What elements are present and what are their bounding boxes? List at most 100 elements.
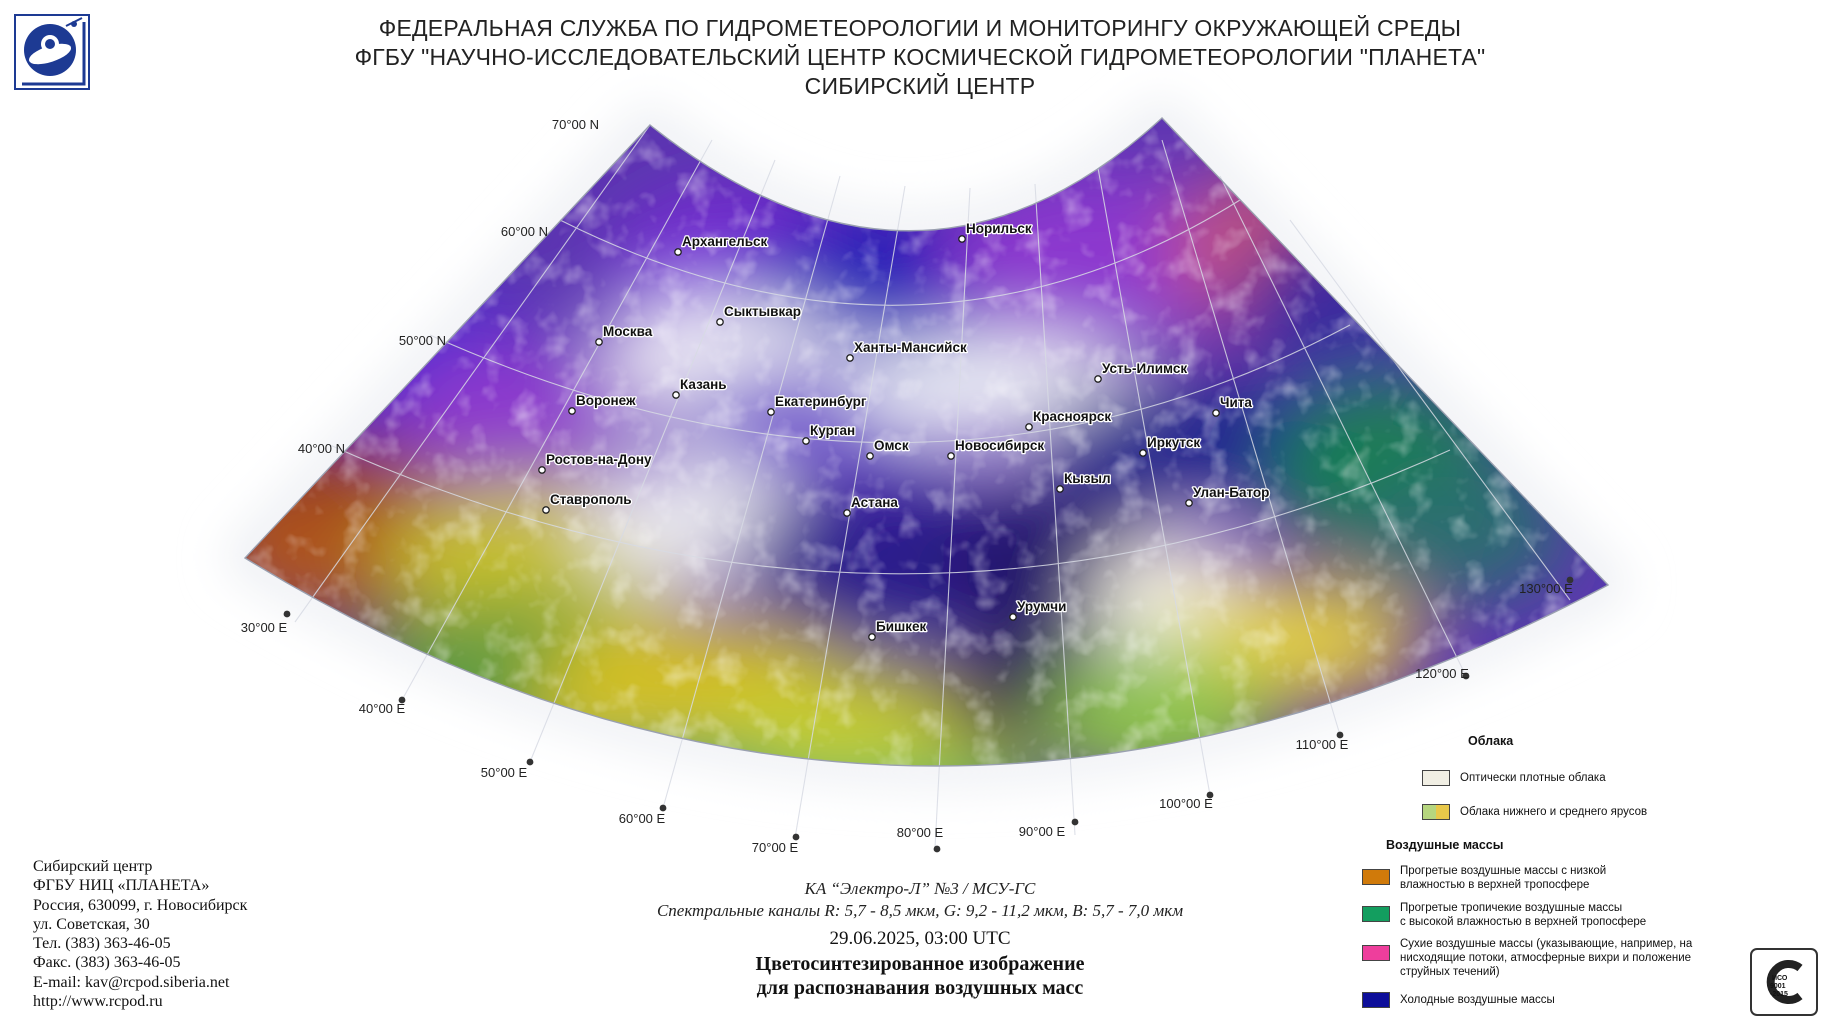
longitude-tick-dot [1071, 818, 1079, 826]
city-dot [1056, 485, 1064, 493]
city-dot [716, 318, 724, 326]
longitude-label: 130°00 E [1519, 581, 1573, 596]
city-dot [868, 633, 876, 641]
city-marker: Ставрополь [542, 491, 633, 514]
city-label: Усть-Илимск [1102, 361, 1187, 376]
legend-label: Оптически плотные облака [1460, 772, 1606, 784]
header-line-1: ФЕДЕРАЛЬНАЯ СЛУЖБА ПО ГИДРОМЕТЕОРОЛОГИИ … [378, 15, 1462, 41]
city-marker: Норильск [958, 220, 1033, 243]
city-marker: Улан-Батор [1185, 484, 1271, 507]
longitude-label: 60°00 E [619, 811, 666, 826]
longitude-tick: 70°00 E [752, 833, 800, 855]
legend-item-dry: Сухие воздушные массы (указывающие, напр… [1362, 937, 1692, 979]
longitude-tick-dot [283, 610, 291, 618]
city-dot [1212, 409, 1220, 417]
longitude-tick: 50°00 E [481, 758, 534, 780]
longitude-label: 50°00 E [481, 765, 528, 780]
city-marker: Курган [802, 422, 856, 445]
swatch-right [1436, 805, 1449, 819]
longitude-tick: 110°00 E [1296, 731, 1349, 752]
latitude-label: 70°00 N [552, 117, 599, 132]
latitude-label: 60°00 N [501, 224, 548, 239]
city-marker: Омск [866, 437, 910, 460]
longitude-label: 90°00 E [1019, 824, 1066, 839]
longitude-label: 70°00 E [752, 840, 799, 855]
city-label: Бишкек [876, 619, 927, 634]
longitude-tick: 30°00 E [241, 610, 291, 635]
longitude-tick: 80°00 E [897, 825, 944, 853]
longitude-tick: 90°00 E [1019, 818, 1079, 839]
contact-line: Россия, 630099, г. Новосибирск [33, 896, 248, 914]
longitude-label: 40°00 E [359, 701, 406, 716]
city-dot [947, 452, 955, 460]
graticule [294, 124, 1571, 849]
legend-label-line: Прогретые тропичекие воздушные массы [1400, 902, 1623, 914]
contact-fax: Факс. (383) 363-46-05 [33, 954, 181, 972]
city-label: Воронеж [576, 393, 636, 408]
city-dot [538, 466, 546, 474]
header-line-2: ФГБУ "НАУЧНО-ИССЛЕДОВАТЕЛЬСКИЙ ЦЕНТР КОС… [354, 44, 1486, 70]
legend-label-line: Сухие воздушные массы (указывающие, напр… [1400, 938, 1693, 950]
longitude-tick: 120°00 E [1415, 666, 1470, 681]
longitude-label: 110°00 E [1296, 737, 1349, 752]
city-marker: Архангельск [674, 233, 769, 256]
contact-phone: Тел. (383) 363-46-05 [33, 935, 171, 953]
longitude-tick: 130°00 E [1519, 576, 1574, 596]
city-label: Курган [810, 423, 855, 438]
city-label: Красноярск [1033, 409, 1111, 424]
city-marker: Ханты-Мансийск [846, 339, 968, 362]
contact-line: Сибирский центр [33, 858, 153, 875]
city-dot [1139, 449, 1147, 457]
city-dot [846, 354, 854, 362]
latitude-labels: 70°00 N 60°00 N 50°00 N 40°00 N [298, 117, 599, 456]
legend-item-cold: Холодные воздушные массы [1362, 992, 1555, 1008]
city-marker: Красноярск [1025, 408, 1113, 431]
city-marker: Бишкек [868, 618, 928, 641]
svg-text:-2015: -2015 [1770, 991, 1788, 998]
city-dot [802, 437, 810, 445]
spectral-channels: Спектральные каналы R: 5,7 - 8,5 мкм, G:… [656, 901, 1184, 920]
city-label: Архангельск [682, 234, 768, 249]
observation-datetime: 29.06.2025, 03:00 UTC [829, 928, 1011, 949]
city-label: Улан-Батор [1193, 485, 1269, 500]
city-label: Ставрополь [550, 492, 632, 507]
contact-info: Сибирский центр ФГБУ НИЦ «ПЛАНЕТА» Росси… [33, 857, 353, 1011]
svg-text:ИСО: ИСО [1772, 975, 1788, 982]
svg-text:9001: 9001 [1770, 983, 1786, 990]
legend-item-warm-tropical: Прогретые тропичекие воздушные массы с в… [1362, 901, 1646, 929]
longitude-tick-dot [1206, 791, 1214, 799]
city-dot [958, 235, 966, 243]
city-dot [672, 391, 680, 399]
map-border [243, 117, 1610, 767]
city-marker: Чита [1212, 394, 1254, 417]
legend-item-warm-dry: Прогретые воздушные массы с низкой влажн… [1362, 864, 1606, 892]
legend-air-heading: Воздушные массы [1386, 838, 1504, 852]
legend-label: Холодные воздушные массы [1400, 994, 1555, 1006]
city-marker: Москва [595, 323, 654, 346]
longitude-tick-dot [933, 845, 941, 853]
longitude-tick-dot [398, 696, 406, 704]
legend-item-low-mid-clouds: Облака нижнего и среднего ярусов [1422, 804, 1647, 820]
swatch-left [1423, 805, 1436, 819]
city-label: Ростов-на-Дону [546, 452, 652, 467]
city-marker: Усть-Илимск [1094, 360, 1189, 383]
product-title-line-1: Цветосинтезированное изображение [755, 953, 1085, 975]
planeta-logo [14, 14, 90, 90]
city-marker: Ростов-на-Дону [538, 451, 653, 474]
longitude-tick: 40°00 E [359, 696, 406, 716]
legend-swatch [1362, 992, 1390, 1008]
iso-certification-logo: ИСО 9001 -2015 [1750, 948, 1818, 1016]
city-dot [674, 248, 682, 256]
city-marker: Иркутск [1139, 434, 1202, 457]
city-label: Астана [851, 495, 898, 510]
legend-item-dense-clouds: Оптически плотные облака [1422, 770, 1606, 786]
longitude-label: 120°00 E [1415, 666, 1469, 681]
city-marker: Сыктывкар [716, 303, 802, 326]
longitude-tick: 60°00 E [619, 804, 667, 826]
header-line-3: СИБИРСКИЙ ЦЕНТР [804, 73, 1036, 99]
longitude-ticks: 30°00 E 40°00 E 50°00 E 60°00 E 70°00 E 80°00… [241, 576, 1574, 855]
product-info: КА “Электро-Л” №3 / МСУ-ГС Спектральные … [540, 878, 1300, 1000]
city-label: Омск [874, 438, 909, 453]
legend-label-line: нисходящие потоки, атмосферные вихри и п… [1400, 952, 1692, 964]
legend-label-line: Прогретые воздушные массы с низкой [1400, 865, 1607, 877]
